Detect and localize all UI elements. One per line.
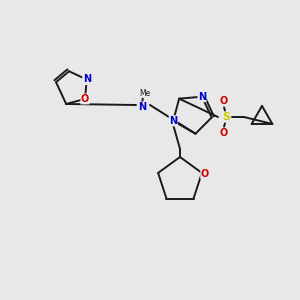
Text: O: O (220, 96, 228, 106)
Text: O: O (201, 169, 209, 179)
Text: N: N (198, 92, 206, 102)
Text: O: O (81, 94, 89, 104)
Text: O: O (220, 128, 228, 138)
Text: N: N (169, 116, 177, 126)
Text: N: N (83, 74, 91, 85)
Text: Me: Me (140, 88, 151, 98)
Text: N: N (138, 102, 146, 112)
Text: S: S (222, 112, 230, 122)
